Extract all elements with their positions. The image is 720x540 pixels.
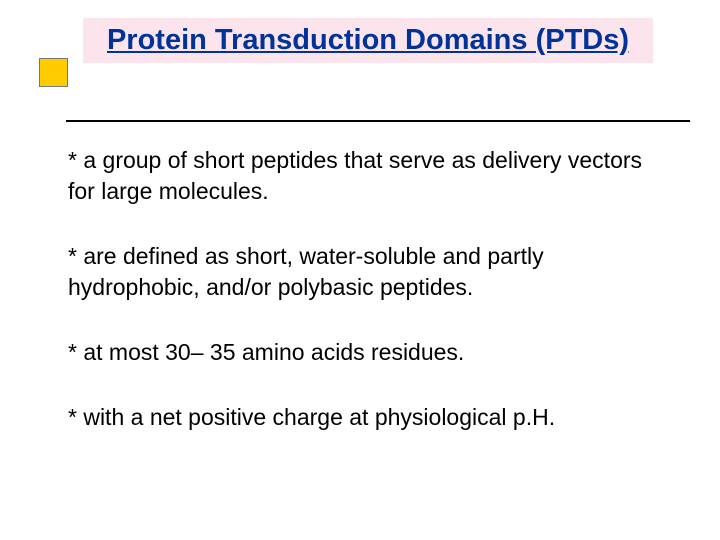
slide-title: Protein Transduction Domains (PTDs) <box>107 24 629 57</box>
bullet-item: * are defined as short, water-soluble an… <box>68 241 668 303</box>
decorative-square <box>39 58 68 87</box>
bullet-item: * a group of short peptides that serve a… <box>68 145 668 207</box>
bullet-item: * with a net positive charge at physiolo… <box>68 402 668 433</box>
slide: Protein Transduction Domains (PTDs) * a … <box>0 0 720 540</box>
title-box: Protein Transduction Domains (PTDs) <box>83 18 653 63</box>
content-area: * a group of short peptides that serve a… <box>68 145 668 467</box>
bullet-item: * at most 30– 35 amino acids residues. <box>68 337 668 368</box>
horizontal-rule <box>66 120 690 122</box>
